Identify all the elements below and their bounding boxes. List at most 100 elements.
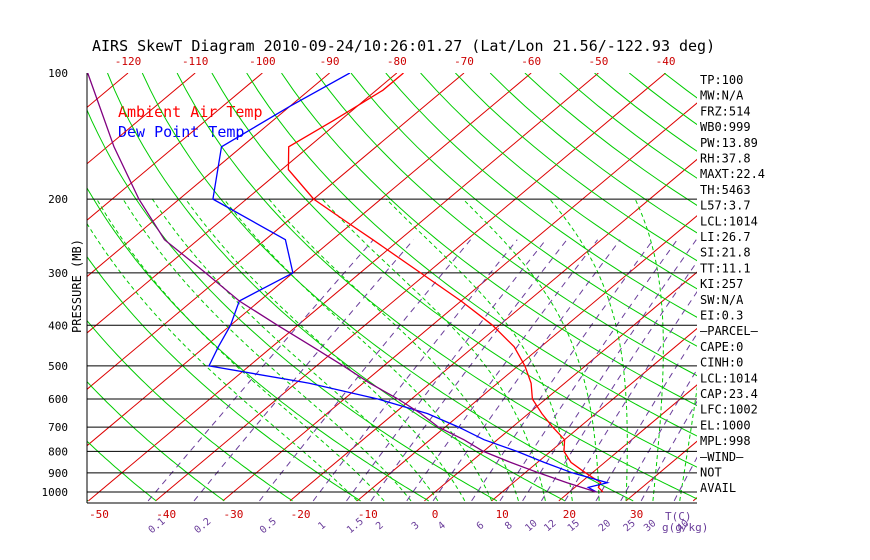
moist-adiabat-line: [185, 198, 466, 502]
stability-index-item: RH:37.8: [700, 152, 751, 166]
stability-index-item: SI:21.8: [700, 246, 751, 260]
y-tick-label: 500: [48, 360, 68, 373]
moist-adiabat-line: [634, 198, 664, 501]
moist-adiabat-line: [321, 198, 546, 502]
moist-adiabat-line: [122, 198, 412, 502]
isotherm-line: [289, 158, 697, 502]
mixing-ratio-line: [620, 368, 697, 502]
dry-adiabat-line: [281, 73, 697, 407]
isotherm-line: [87, 73, 196, 165]
mixing-ratio-line: [499, 239, 678, 502]
mixing-ratio-line: [312, 239, 518, 502]
stability-index-item: KI:257: [700, 277, 743, 291]
stability-index-item: L57:3.7: [700, 199, 751, 213]
stability-index-item: LFC:1002: [700, 403, 758, 417]
x-axis-unit-label: T(C): [665, 510, 692, 523]
stability-index-item: PW:13.89: [700, 136, 758, 150]
legend-ambient-air-temp: Ambient Air Temp: [118, 103, 263, 121]
mixing-ratio-line: [259, 239, 471, 502]
isotherm-line: [87, 73, 263, 221]
dry-adiabat-line: [211, 73, 697, 468]
isotherm-line: [87, 73, 532, 447]
y-tick-label: 900: [48, 467, 68, 480]
moist-adiabat-line: [87, 222, 358, 502]
dry-adiabat-line: [246, 73, 697, 437]
stability-index-item: WB0:999: [700, 120, 751, 134]
dry-adiabat-line: [350, 73, 697, 347]
y-tick-label: 600: [48, 393, 68, 406]
x-tick-label-top: -100: [249, 55, 276, 68]
y-tick-label: 800: [48, 445, 68, 458]
x-tick-label-bottom: -20: [291, 508, 311, 521]
y-tick-label: 1000: [42, 486, 69, 499]
ambient-air-temp-line: [287, 73, 604, 493]
stability-index-item: EL:1000: [700, 418, 751, 432]
mixing-ratio-line: [564, 290, 697, 502]
mixing-ratio-line: [595, 332, 697, 502]
isotherm-line: [87, 73, 330, 278]
x-tick-label-bottom: -40: [156, 508, 176, 521]
dry-adiabat-line: [141, 73, 634, 502]
y-tick-label: 400: [48, 319, 68, 332]
mixing-ratio-unit-label: g(g/kg): [662, 521, 708, 534]
dew-point-temp-line: [208, 73, 610, 493]
mixing-ratio-label: 4: [436, 520, 448, 532]
dry-adiabat-line: [385, 73, 697, 318]
isotherm-line: [491, 327, 697, 502]
moist-adiabat-line: [96, 198, 385, 502]
x-tick-label-bottom: -50: [89, 508, 109, 521]
dry-adiabat-line: [87, 380, 225, 502]
x-tick-label-top: -60: [521, 55, 541, 68]
stability-index-item: LCL:1014: [700, 214, 758, 228]
moist-adiabat-line: [223, 198, 493, 502]
x-tick-label-bottom: -10: [358, 508, 378, 521]
stability-index-item: MW:N/A: [700, 89, 744, 103]
stability-index-item: SW:N/A: [700, 293, 744, 307]
stability-index-item: –WIND–: [700, 450, 744, 464]
mixing-ratio-label: 1: [316, 520, 328, 532]
stability-index-item: CINH:0: [700, 356, 743, 370]
dry-adiabat-line: [87, 440, 157, 502]
y-axis-label: PRESSURE (MB): [70, 239, 84, 333]
x-tick-label-bottom: -30: [223, 508, 243, 521]
dry-adiabat-line: [87, 108, 498, 502]
x-tick-label-top: -50: [588, 55, 608, 68]
stability-index-item: MPL:998: [700, 434, 751, 448]
y-tick-label: 700: [48, 421, 68, 434]
stability-index-item: CAPE:0: [700, 340, 743, 354]
dry-adiabat-line: [420, 73, 697, 290]
isotherm-line: [558, 384, 697, 502]
x-tick-label-bottom: 10: [496, 508, 509, 521]
mixing-ratio-line: [147, 239, 374, 502]
stability-index-item: MAXT:22.4: [700, 167, 765, 181]
dry-adiabat-line: [87, 187, 429, 502]
stability-index-item: NOT: [700, 466, 722, 480]
x-tick-label-bottom: 30: [630, 508, 643, 521]
legend-dew-point-temp: Dew Point Temp: [118, 123, 244, 141]
mixing-ratio-line: [432, 239, 621, 502]
dry-adiabat-line: [87, 319, 293, 502]
x-tick-label-top: -110: [182, 55, 209, 68]
stability-index-item: TT:11.1: [700, 261, 751, 275]
x-tick-label-top: -90: [320, 55, 340, 68]
isobars: [86, 73, 697, 504]
y-tick-label: 100: [48, 67, 68, 80]
series-lines: [87, 73, 610, 493]
stability-index-item: TH:5463: [700, 183, 751, 197]
isotherm-line: [155, 73, 666, 502]
stability-index-item: –PARCEL–: [700, 324, 759, 338]
mixing-ratio-line: [471, 239, 654, 502]
isotherm-line: [87, 73, 398, 334]
moist-adiabat-line: [151, 198, 439, 502]
x-tick-label-top: -40: [656, 55, 676, 68]
x-tick-label-top: -80: [387, 55, 407, 68]
stability-index-item: AVAIL: [700, 481, 736, 495]
mixing-ratio-line: [640, 400, 697, 502]
dry-adiabat-line: [315, 73, 697, 377]
moist-adiabat-line: [462, 198, 600, 501]
chart-title: AIRS SkewT Diagram 2010-09-24/10:26:01.2…: [92, 37, 715, 55]
x-tick-label-bottom: 20: [563, 508, 576, 521]
